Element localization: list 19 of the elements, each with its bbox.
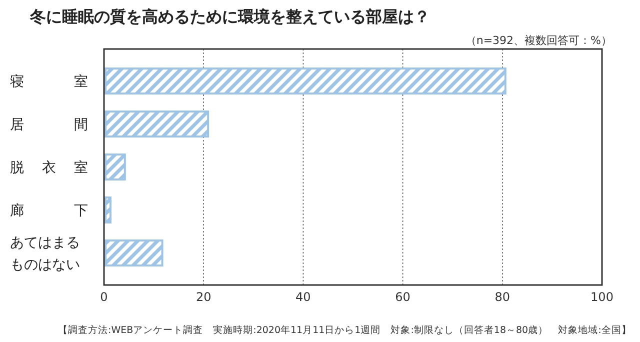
y-tick-label: あてはまるものはない (10, 234, 80, 273)
x-tick-label: 40 (296, 290, 311, 304)
x-tick-label: 60 (395, 290, 410, 304)
y-tick-label: 廊下 (10, 202, 88, 219)
y-tick-label: 居間 (10, 117, 88, 134)
bar (104, 239, 164, 266)
x-tick-label: 100 (590, 290, 614, 304)
y-tick-label: 寝室 (10, 74, 88, 90)
bar (104, 154, 126, 180)
x-tick-label: 20 (196, 290, 212, 304)
bar (104, 110, 210, 138)
x-tick-label: 80 (494, 290, 510, 304)
x-tick-label: 0 (100, 290, 108, 304)
y-tick-label: 脱衣室 (10, 160, 88, 176)
text: （n=392、複数回答可：%） (465, 34, 612, 47)
bar (104, 196, 112, 224)
text: 【調査方法:WEBアンケート調査 実施時期:2020年11月11日から1週間 対象:制限なし（回答者18～80歳） 対象地域:全国】 (58, 324, 632, 336)
chart-title: 冬に睡眠の質を高めるために環境を整えている部屋は？ (29, 7, 430, 26)
bar (104, 68, 506, 95)
